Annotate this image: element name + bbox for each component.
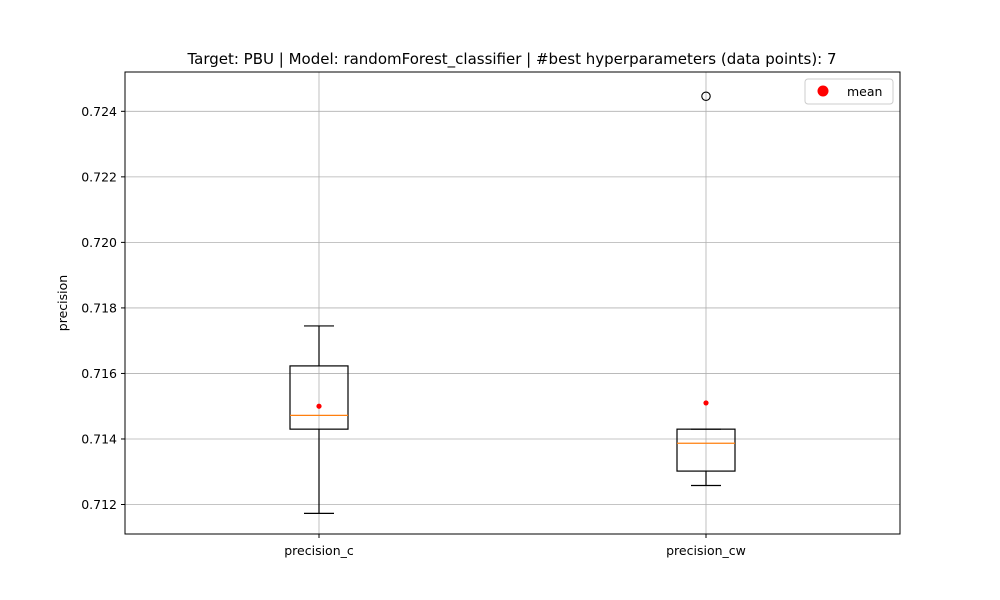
plot-frame <box>124 71 901 535</box>
axis-ticks: 0.712 0.714 0.716 0.718 0.720 0.722 0.724 preci… <box>81 104 746 558</box>
x-tick-label: precision_c <box>284 543 354 558</box>
box-iqr <box>676 428 736 472</box>
grid-lines <box>125 72 900 534</box>
outlier-point <box>701 91 711 101</box>
y-axis-label: precision <box>55 275 70 331</box>
box-precision_c <box>289 325 349 514</box>
y-tick-label: 0.724 <box>81 104 117 119</box>
y-tick-label: 0.716 <box>81 366 117 381</box>
chart-title: Target: PBU | Model: randomForest_classi… <box>186 50 836 69</box>
box-iqr <box>289 365 349 430</box>
x-tick-label: precision_cw <box>666 543 746 558</box>
mean-point <box>316 403 322 409</box>
box-precision_cw <box>676 91 736 487</box>
y-tick-label: 0.714 <box>81 431 117 446</box>
y-tick-label: 0.720 <box>81 235 117 250</box>
legend-mean-label: mean <box>847 84 882 99</box>
legend-frame <box>804 78 894 105</box>
y-tick-label: 0.718 <box>81 300 117 315</box>
y-tick-label: 0.712 <box>81 497 117 512</box>
mean-point <box>703 400 709 406</box>
legend: mean <box>804 78 894 105</box>
legend-mean-marker <box>817 85 829 97</box>
y-tick-label: 0.722 <box>81 169 117 184</box>
boxes <box>289 91 736 514</box>
